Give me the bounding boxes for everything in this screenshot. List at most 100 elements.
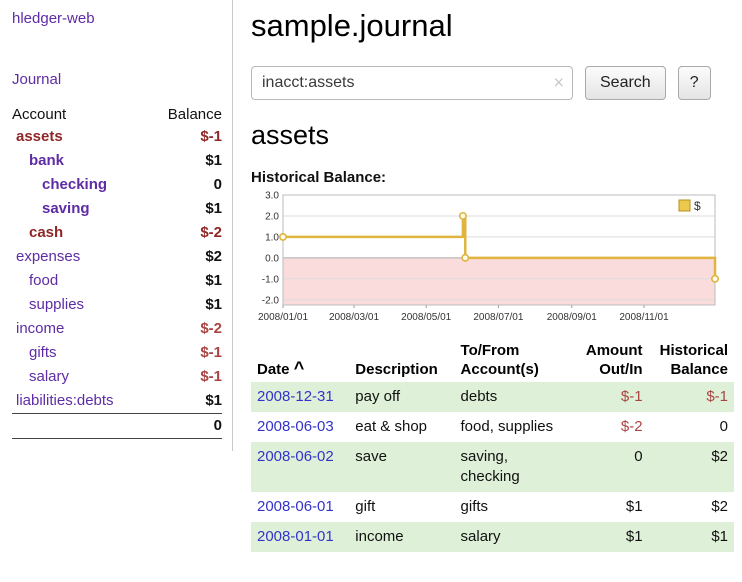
transaction-balance: $-1 (706, 388, 728, 405)
transaction-date-cell: 2008-06-03 (251, 412, 349, 442)
transaction-date-cell: 2008-01-01 (251, 522, 349, 552)
transaction-description: pay off (355, 388, 401, 405)
account-name-cell: salary (12, 365, 149, 389)
historical-balance-chart: 3.0 2.0 1.0 0.0 -1.0 -2.0 2008/01/01 2008/03/01… (258, 191, 719, 323)
transaction-amount: 0 (634, 448, 643, 465)
account-link-gifts[interactable]: gifts (29, 344, 57, 361)
transaction-description: save (355, 448, 387, 465)
account-name-cell: gifts (12, 341, 149, 365)
account-row: saving $1 (12, 197, 222, 221)
transaction-date-cell: 2008-12-31 (251, 382, 349, 412)
svg-text:2008/11/01: 2008/11/01 (619, 312, 669, 323)
account-name-cell: income (12, 317, 149, 341)
transaction-description: eat & shop (355, 418, 427, 435)
transaction-accounts: saving, checking (460, 448, 520, 485)
transaction-date-link[interactable]: 2008-06-01 (257, 498, 334, 515)
search-bar: × Search ? (251, 66, 734, 100)
account-balance: $2 (205, 248, 222, 265)
account-balance: $1 (205, 296, 222, 313)
account-balance: $-1 (200, 128, 222, 145)
transaction-accounts: food, supplies (460, 418, 554, 435)
register-header-date-label: Date (257, 361, 290, 378)
transaction-description: income (355, 528, 404, 545)
register-row: 2008-12-31 pay off debts $-1 $-1 (251, 382, 734, 412)
register-row: 2008-06-01 gift gifts $1 $2 (251, 492, 734, 522)
sidebar-item-journal[interactable]: Journal (12, 71, 62, 88)
account-link-assets[interactable]: assets (16, 128, 63, 145)
account-link-checking[interactable]: checking (42, 176, 108, 193)
account-link-cash[interactable]: cash (29, 224, 64, 241)
account-row: checking 0 (12, 173, 222, 197)
transaction-amount: $1 (625, 528, 643, 545)
help-button[interactable]: ? (677, 66, 711, 100)
transaction-accounts: gifts (460, 498, 489, 515)
transaction-accounts: salary (460, 528, 501, 545)
transaction-date-cell: 2008-06-01 (251, 492, 349, 522)
transaction-balance: $1 (711, 528, 728, 545)
transaction-accounts: debts (460, 388, 498, 405)
svg-text:1.0: 1.0 (265, 232, 279, 243)
svg-text:2008/05/01: 2008/05/01 (401, 312, 451, 323)
transaction-description: gift (355, 498, 376, 515)
sort-ascending-icon: ^ (293, 358, 305, 378)
transaction-date-link[interactable]: 2008-12-31 (257, 388, 334, 405)
account-link-bank[interactable]: bank (29, 152, 65, 169)
accounts-table: Account Balance assets $-1 bank $1 checking 0… (12, 104, 222, 439)
search-input[interactable] (251, 66, 573, 100)
register-row: 2008-01-01 income salary $1 $1 (251, 522, 734, 552)
account-row: food $1 (12, 269, 222, 293)
transaction-date-cell: 2008-06-02 (251, 442, 349, 492)
account-balance: $-1 (200, 368, 222, 385)
account-name-cell: assets (12, 125, 149, 149)
account-name-cell: expenses (12, 245, 149, 269)
accounts-header-row: Account Balance (12, 104, 222, 125)
page-title: sample.journal (251, 8, 453, 43)
register-header-date[interactable]: Date ^ (251, 338, 349, 382)
accounts-total-spacer (12, 413, 149, 439)
account-link-salary[interactable]: salary (29, 368, 70, 385)
account-balance: $1 (205, 152, 222, 169)
account-row: salary $-1 (12, 365, 222, 389)
svg-text:2008/01/01: 2008/01/01 (258, 312, 308, 323)
account-row: assets $-1 (12, 125, 222, 149)
svg-text:-2.0: -2.0 (262, 295, 280, 306)
account-name-cell: food (12, 269, 149, 293)
transaction-date-link[interactable]: 2008-06-03 (257, 418, 334, 435)
account-link-expenses[interactable]: expenses (16, 248, 81, 265)
svg-text:0.0: 0.0 (265, 253, 279, 264)
account-name-cell: bank (12, 149, 149, 173)
chart-title: Historical Balance: (251, 169, 387, 186)
account-balance: 0 (213, 176, 222, 193)
account-row: expenses $2 (12, 245, 222, 269)
clear-search-icon[interactable]: × (553, 72, 564, 93)
account-link-supplies[interactable]: supplies (29, 296, 85, 313)
account-name-cell: supplies (12, 293, 149, 317)
account-name-cell: cash (12, 221, 149, 245)
account-row: liabilities:debts $1 (12, 389, 222, 414)
account-name-cell: saving (12, 197, 149, 221)
account-row: income $-2 (12, 317, 222, 341)
register-header-row: Date ^ Description To/From Account(s) Am… (251, 338, 734, 382)
transaction-balance: $2 (711, 498, 728, 515)
account-name-cell: checking (12, 173, 149, 197)
account-row: cash $-2 (12, 221, 222, 245)
account-link-liabilities-debts[interactable]: liabilities:debts (16, 392, 114, 409)
account-link-saving[interactable]: saving (42, 200, 90, 217)
app: hledger-web Journal Account Balance asse… (12, 0, 734, 552)
account-balance: $-2 (200, 320, 222, 337)
register-header-amount: Amount Out/In (585, 342, 643, 378)
transaction-date-link[interactable]: 2008-06-02 (257, 448, 334, 465)
transaction-balance: 0 (719, 418, 728, 435)
transaction-date-link[interactable]: 2008-01-01 (257, 528, 334, 545)
app-title-link[interactable]: hledger-web (12, 10, 95, 27)
account-balance: $-1 (200, 344, 222, 361)
register-header-balance: Historical Balance (659, 342, 728, 378)
account-heading: assets (251, 120, 330, 150)
svg-text:$: $ (694, 199, 701, 213)
account-link-food[interactable]: food (29, 272, 59, 289)
accounts-total-row: 0 (12, 413, 222, 439)
search-button[interactable]: Search (585, 66, 666, 100)
account-balance: $1 (205, 392, 222, 409)
account-row: gifts $-1 (12, 341, 222, 365)
account-link-income[interactable]: income (16, 320, 65, 337)
